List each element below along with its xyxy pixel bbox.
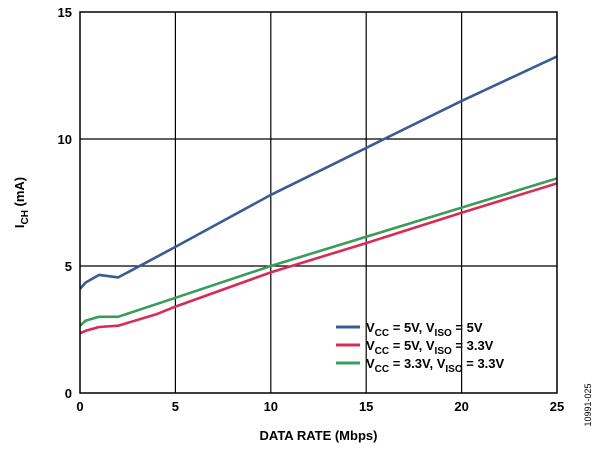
x-tick-label: 20 (454, 399, 468, 414)
series-line (79, 182, 558, 335)
x-tick-label: 15 (359, 399, 373, 414)
y-tick-label: 0 (65, 386, 72, 401)
x-tick-label: 10 (264, 399, 278, 414)
y-tick-label: 5 (65, 259, 72, 274)
series-group (79, 55, 558, 335)
y-axis-label: ICH (mA) (12, 177, 31, 228)
figure-id: 10991-025 (583, 383, 593, 426)
y-tick-label: 15 (58, 5, 72, 20)
legend-entry: VCC = 5V, VISO = 5V (366, 320, 483, 339)
series-line (79, 177, 558, 327)
x-tick-label: 5 (172, 399, 179, 414)
series-line (79, 55, 558, 290)
x-tick-label: 0 (76, 399, 83, 414)
legend-entry: VCC = 3.3V, VISO = 3.3V (366, 356, 505, 375)
tick-labels: 0 5 10 15 20 25 0 5 10 15 (58, 5, 565, 414)
legend-entry: VCC = 5V, VISO = 3.3V (366, 338, 494, 357)
x-tick-label: 25 (550, 399, 564, 414)
grid (80, 12, 557, 393)
x-axis-label: DATA RATE (Mbps) (260, 428, 378, 443)
plot-frame (79, 11, 558, 394)
y-tick-label: 10 (58, 132, 72, 147)
